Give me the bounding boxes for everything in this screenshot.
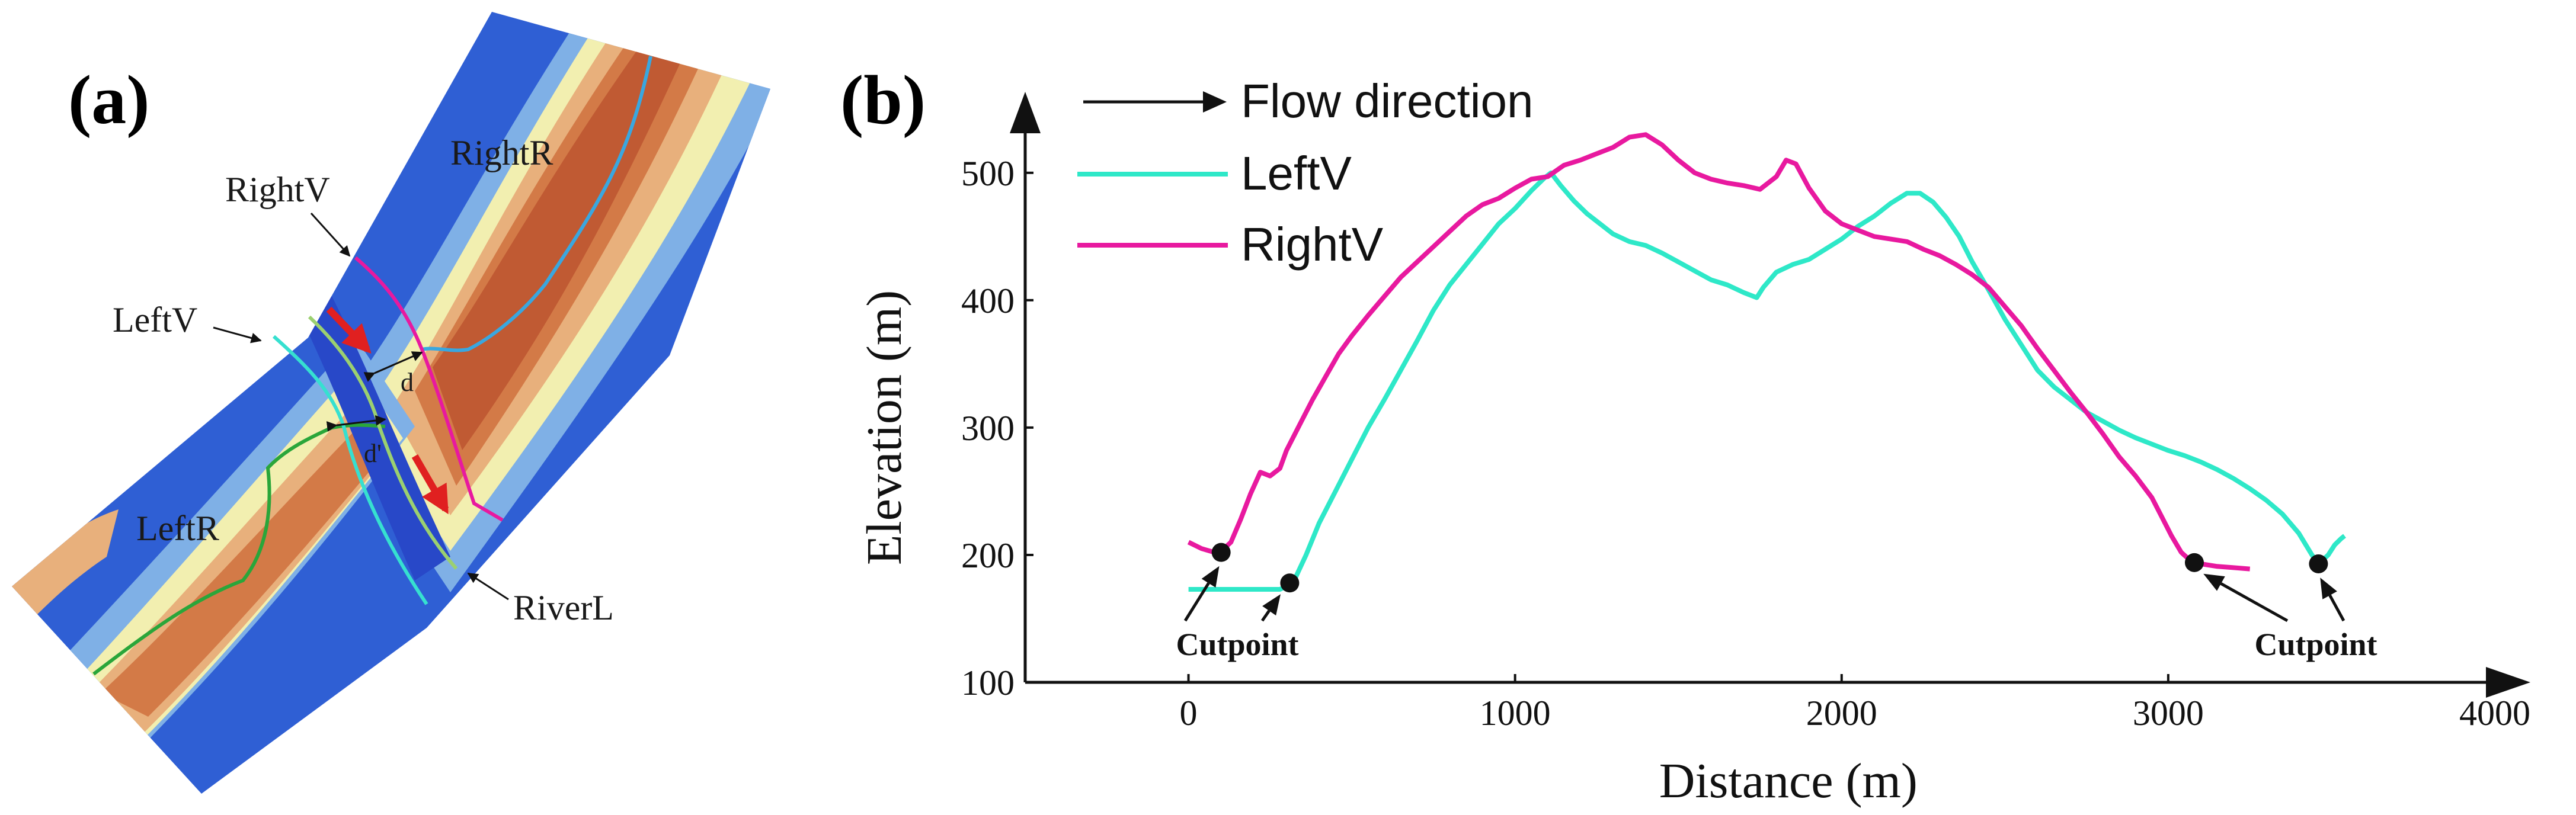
x-tick-label: 3000 xyxy=(2133,694,2204,733)
cutpoint-pointer-head xyxy=(2203,573,2225,591)
elevation-chart: 0 1000 2000 3000 4000 100 200 300 400 500 Distan… xyxy=(857,75,2530,808)
cutpoint-marker xyxy=(2309,554,2328,573)
label-left-v: LeftV xyxy=(113,300,197,339)
flow-arrow-lower xyxy=(411,454,449,515)
series-group xyxy=(1187,132,2346,592)
cutpoint-pointer xyxy=(1183,582,1210,622)
cutpoint-marker xyxy=(1280,573,1300,593)
cutpoint-pointer-head xyxy=(1201,566,1220,588)
x-tick-label: 0 xyxy=(1180,694,1198,733)
legend: Flow direction LeftV RightV xyxy=(1077,75,1534,271)
flow-arrow-upper xyxy=(326,306,372,354)
cutpoint-label-right: Cutpoint xyxy=(2254,627,2377,662)
y-axis-title: Elevation (m) xyxy=(857,290,912,565)
pointer-right-v xyxy=(310,212,351,257)
label-right-v: RightV xyxy=(225,170,330,209)
cutpoint-pointer xyxy=(1260,609,1271,622)
x-axis-title: Distance (m) xyxy=(1659,753,1918,808)
legend-flow-label: Flow direction xyxy=(1241,75,1534,127)
cutpoint-pointer xyxy=(2328,594,2345,622)
x-ticks: 0 1000 2000 3000 4000 xyxy=(1180,674,2530,733)
x-tick-label: 4000 xyxy=(2459,694,2530,733)
label-left-r: LeftR xyxy=(136,509,219,548)
series-rightv xyxy=(1187,132,2251,572)
series-leftv xyxy=(1188,170,2346,592)
cutpoint-marker xyxy=(1211,543,1231,562)
panel-b: (b) 0 1000 2000 3000 4000 100 200 300 400 500 Di… xyxy=(840,61,2530,808)
panel-a: (a) d xyxy=(12,12,770,794)
y-tick-label: 300 xyxy=(961,409,1015,448)
cutpoint-pointer-head xyxy=(2320,577,2337,599)
pointer-river-l xyxy=(467,572,509,601)
distance-d-prime-arrow xyxy=(326,415,386,432)
panel-a-label: (a) xyxy=(68,61,150,139)
legend-flow-arrowhead xyxy=(1203,91,1227,113)
cutpoint-marker xyxy=(2184,553,2204,572)
x-tick-label: 2000 xyxy=(1806,694,1877,733)
terrain-map xyxy=(12,12,770,794)
x-axis-arrowhead xyxy=(2486,667,2530,698)
x-tick-label: 1000 xyxy=(1480,694,1551,733)
panel-b-label: (b) xyxy=(840,61,926,139)
right-valley-line xyxy=(354,256,504,522)
y-ticks: 100 200 300 400 500 xyxy=(961,154,1033,702)
pointer-left-v xyxy=(213,326,262,344)
distance-d-arrow xyxy=(363,351,423,382)
label-d-prime: d' xyxy=(364,439,382,468)
cutpoint-pointer xyxy=(2220,582,2289,623)
y-axis-arrowhead xyxy=(1010,92,1041,133)
label-d: d xyxy=(401,368,414,397)
y-tick-label: 100 xyxy=(961,663,1015,702)
legend-leftv-label: LeftV xyxy=(1241,147,1352,200)
label-river-l: RiverL xyxy=(513,588,614,627)
cutpoint-label-left: Cutpoint xyxy=(1176,627,1298,662)
y-tick-label: 200 xyxy=(961,536,1015,575)
legend-rightv-label: RightV xyxy=(1241,218,1384,271)
y-tick-label: 400 xyxy=(961,281,1015,320)
y-tick-label: 500 xyxy=(961,154,1015,193)
right-ridge-line xyxy=(421,56,652,352)
label-right-r: RightR xyxy=(450,133,553,172)
cutpoint-pointer-head xyxy=(1262,594,1281,616)
cutpoint-group xyxy=(1183,543,2345,623)
left-valley-line xyxy=(272,335,428,605)
